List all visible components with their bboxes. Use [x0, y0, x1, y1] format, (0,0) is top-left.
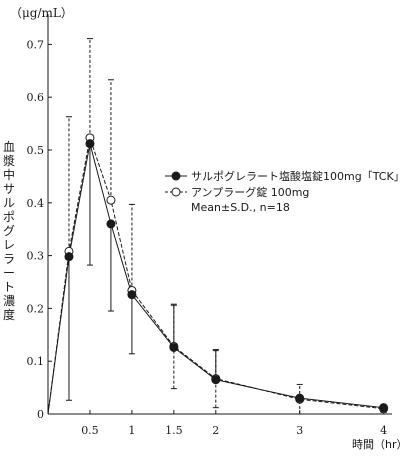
y-axis-label-char: 漿 — [2, 154, 15, 168]
x-tick-label: 3 — [296, 424, 303, 437]
x-tick-label: 1 — [128, 424, 135, 437]
data-point-tck — [64, 252, 74, 262]
y-tick-label: 0.7 — [27, 38, 45, 51]
data-point-tck — [295, 393, 305, 403]
x-tick-label: 1.5 — [165, 424, 183, 437]
y-tick-label: 0.6 — [27, 91, 45, 104]
y-axis-label-char: ー — [2, 266, 15, 280]
data-point-anplag — [106, 195, 116, 205]
y-unit-label: （μg/mL） — [10, 6, 73, 20]
y-tick-label: 0.3 — [27, 250, 45, 263]
legend-label-tck: サルポグレラート塩酸塩錠100mg「TCK」 — [191, 170, 405, 183]
y-axis-label-char: ル — [2, 196, 15, 210]
legend-filled-circle-icon — [165, 171, 187, 181]
y-tick-label: 0.1 — [27, 355, 45, 368]
y-axis-label-char: 中 — [2, 168, 15, 182]
data-point-tck — [106, 219, 116, 229]
y-axis-label-char: 血 — [2, 140, 15, 154]
y-tick-label: 0.4 — [27, 197, 45, 210]
y-axis-label-char: ト — [2, 280, 15, 294]
y-axis-label-char: 度 — [2, 308, 15, 322]
data-point-tck — [127, 290, 137, 300]
legend-note: Mean±S.D., n=18 — [191, 201, 290, 214]
legend-label-anplag: アンプラーグ錠 100mg — [191, 186, 310, 199]
x-tick-label: 2 — [212, 424, 219, 437]
legend: サルポグレラート塩酸塩錠100mg「TCK」 アンプラーグ錠 100mg Mea… — [165, 168, 405, 216]
x-tick-label: 0.5 — [81, 424, 99, 437]
y-tick-label: 0 — [37, 408, 44, 421]
y-axis-label-char: 濃 — [2, 294, 15, 308]
y-axis-label-char: ラ — [2, 252, 15, 266]
legend-entry-anplag: アンプラーグ錠 100mg — [165, 184, 405, 200]
x-axis-label: 時間（hr） — [352, 438, 408, 451]
y-tick-label: 0.2 — [27, 302, 45, 315]
y-axis-label-char: レ — [2, 238, 15, 252]
data-point-tck — [211, 375, 221, 385]
legend-open-circle-icon — [165, 187, 187, 197]
y-tick-label: 0.5 — [27, 144, 45, 157]
y-axis-label-char: グ — [2, 224, 15, 238]
data-point-tck — [85, 139, 95, 149]
y-axis-label: 血漿中サルポグレラート濃度 — [2, 140, 16, 322]
x-tick-label: 4 — [380, 424, 387, 437]
data-point-tck — [169, 342, 179, 352]
y-axis-label-char: サ — [2, 182, 15, 196]
y-axis-label-char: ポ — [2, 210, 15, 224]
legend-entry-tck: サルポグレラート塩酸塩錠100mg「TCK」 — [165, 168, 405, 184]
data-point-tck — [379, 403, 389, 413]
